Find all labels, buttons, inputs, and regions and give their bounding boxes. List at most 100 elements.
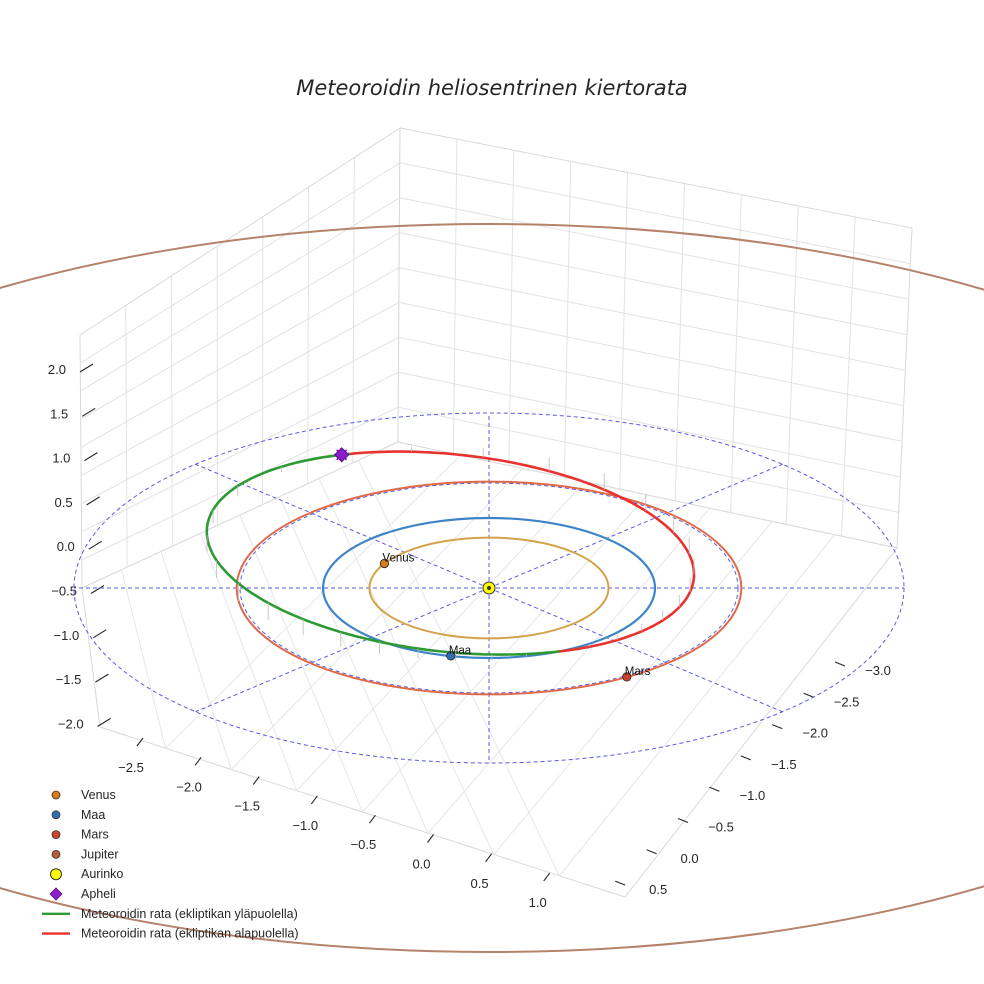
grid-line: [841, 216, 856, 537]
orbit-maa: [321, 516, 657, 660]
grid-line: [81, 371, 901, 533]
x-tick: [136, 737, 144, 747]
grid-line: [730, 194, 742, 513]
grid-line: [80, 301, 904, 477]
grid-line: [170, 275, 173, 547]
orbit-mars: [235, 480, 743, 696]
z-tick-label: 0.0: [57, 539, 75, 554]
z-tick-label: −2.0: [58, 716, 84, 731]
legend-label: Apheli: [81, 887, 116, 901]
legend-circle-swatch: [50, 868, 62, 881]
x-tick-label: −2.5: [118, 760, 144, 775]
y-tick: [740, 755, 752, 761]
planet-venus: [379, 558, 390, 569]
z-tick: [88, 540, 103, 550]
orbit-above-ecliptic: [205, 452, 560, 656]
orbit-venus: [368, 536, 610, 640]
floor-pane: [81, 441, 898, 898]
grid-line: [563, 161, 572, 478]
z-tick: [95, 673, 109, 683]
grid-line: [81, 406, 899, 561]
x-tick: [485, 853, 493, 863]
y-tick: [646, 849, 657, 855]
grid-line: [125, 305, 128, 568]
y-tick-label: 0.0: [681, 851, 699, 866]
solar-system-bodies: Venus Maa Mars: [379, 553, 651, 682]
axis-panes: [79, 127, 913, 898]
grid-line: [279, 496, 429, 834]
legend-diamond-swatch: [49, 887, 63, 901]
meteoroid-orbit: [205, 446, 696, 661]
x-tick-label: −1.5: [234, 799, 260, 814]
x-tick: [543, 872, 551, 882]
y-tick-label: −3.0: [865, 663, 891, 678]
y-tick-label: −2.5: [834, 694, 860, 709]
y-tick: [709, 786, 720, 792]
planet-maa: [446, 651, 456, 661]
grid-line: [307, 187, 310, 484]
z-tick-label: 2.0: [48, 362, 66, 377]
grid-line: [296, 481, 586, 792]
grid-line: [165, 454, 461, 749]
chart-title: Meteoroidin heliosentrinen kiertorata: [296, 76, 688, 100]
legend-label: Jupiter: [81, 847, 119, 861]
y-tick: [771, 724, 783, 730]
grid-line: [352, 157, 355, 463]
x-tick-label: −2.0: [176, 779, 202, 794]
grid-line: [81, 336, 903, 505]
legend: Venus Maa Mars Jupiter Aurinko Apheli Meteoroi…: [42, 788, 298, 941]
z-tick: [79, 363, 94, 373]
x-tick: [368, 814, 376, 824]
grid-line: [121, 569, 167, 749]
z-tick: [84, 452, 98, 462]
x-tick-label: −1.0: [292, 818, 318, 833]
z-tick: [92, 629, 107, 639]
x-tick: [252, 776, 260, 785]
y-tick: [677, 817, 689, 824]
ecliptic-reference-grid: [73, 412, 905, 764]
y-tick-label: −0.5: [708, 820, 734, 835]
legend-label: Venus: [81, 788, 116, 802]
x-tick-label: 0.5: [471, 876, 489, 891]
z-tick-label: −0.5: [51, 584, 77, 599]
x-tick-label: 1.0: [529, 895, 547, 910]
y-tick-label: −2.0: [802, 726, 828, 741]
z-tick: [81, 407, 96, 417]
legend-label: Maa: [81, 808, 105, 822]
y-tick-label: −1.0: [740, 788, 766, 803]
grid-line: [80, 267, 906, 448]
z-tick-label: 0.5: [55, 495, 73, 510]
planet-orbits: [0, 223, 984, 953]
z-tick-label: 1.5: [50, 406, 68, 421]
grid-line: [239, 514, 363, 813]
z-tick-label: −1.5: [56, 672, 82, 687]
grid-line: [619, 172, 629, 490]
grid-line: [427, 507, 711, 834]
grid-line: [493, 521, 773, 855]
legend-label: Mars: [81, 828, 109, 842]
orbit-jupiter: [0, 223, 984, 953]
aphelion-marker: [333, 447, 350, 463]
x-tick: [310, 795, 318, 805]
x-tick-label: 0.0: [412, 857, 430, 872]
grid-line: [785, 205, 799, 525]
legend-label: Aurinko: [81, 867, 123, 881]
x-tick-label: −0.5: [351, 837, 377, 852]
legend-label: Meteoroidin rata (ekliptikan yläpuolella…: [81, 907, 298, 921]
grid-line: [80, 197, 909, 392]
orbit-below-ecliptic: [349, 450, 696, 653]
z-tick: [90, 585, 105, 594]
z-tick: [86, 496, 100, 506]
grid-line: [558, 534, 836, 877]
planet-label: Maa: [449, 645, 472, 657]
grid-line: [508, 150, 515, 466]
y-tick-label: −1.5: [771, 757, 797, 772]
grid-line: [318, 478, 495, 855]
grid-line: [674, 183, 685, 501]
y-tick: [834, 661, 846, 667]
grid-line: [80, 232, 908, 420]
z-tick-label: −1.0: [54, 628, 80, 643]
y-tick: [803, 692, 814, 698]
grid-line: [452, 139, 458, 454]
